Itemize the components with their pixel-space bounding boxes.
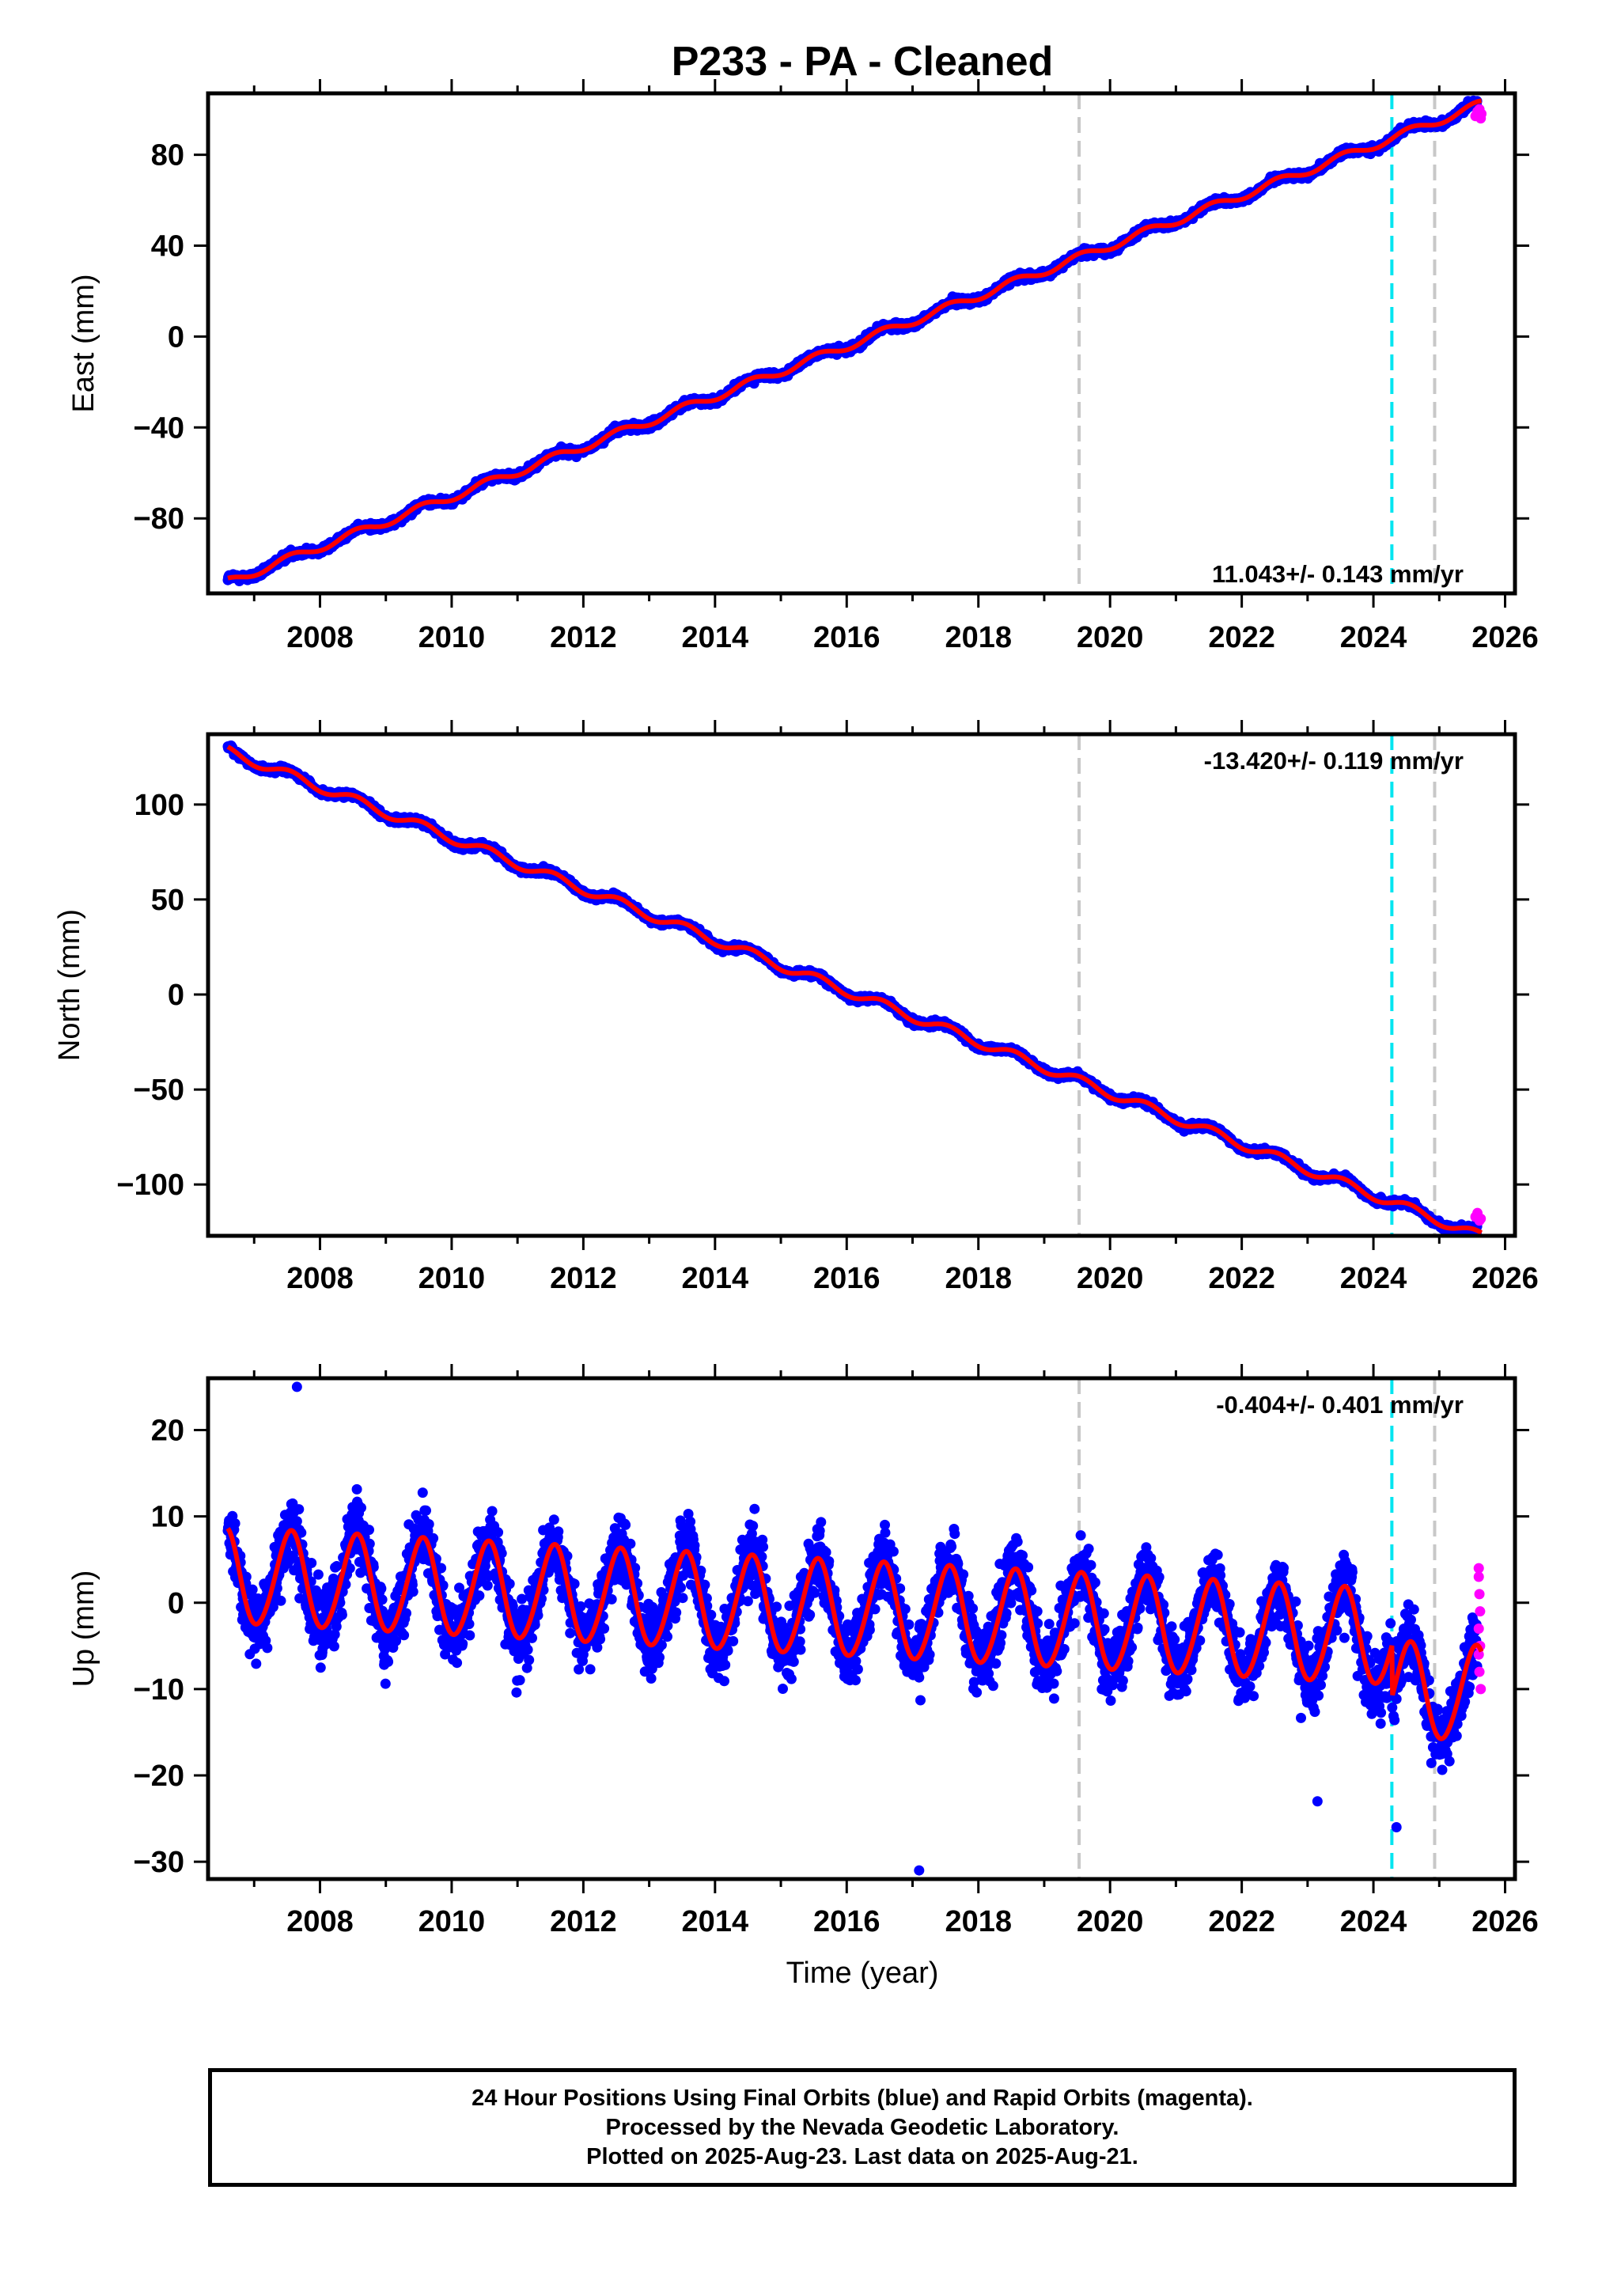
y-tick-label: 0	[168, 320, 184, 354]
x-tick-label: 2026	[1471, 621, 1539, 654]
y-tick-label: −80	[134, 502, 184, 536]
x-tick-label: 2010	[418, 621, 486, 654]
rapid-orbit-points	[1470, 104, 1487, 124]
plot-area	[222, 734, 1486, 1236]
x-tick-label: 2024	[1340, 621, 1407, 654]
y-tick-label: 40	[151, 229, 184, 263]
y-tick-label: 80	[151, 139, 184, 172]
x-tick-label: 2014	[682, 621, 749, 654]
y-axis-label: East (mm)	[67, 274, 100, 412]
x-tick-label: 2008	[286, 621, 354, 654]
rapid-orbit-point	[1476, 108, 1487, 119]
chart-title: P233 - PA - Cleaned	[672, 39, 1054, 85]
y-tick-label: −40	[134, 411, 184, 445]
x-tick-label: 2012	[550, 621, 617, 654]
x-tick-label: 2016	[813, 621, 881, 654]
panel-north: 2008 2010 2012 2014 2016 2018 2020 2022 2024 2026…	[53, 720, 1539, 1295]
rate-label: 11.043+/- 0.143 mm/yr	[1212, 560, 1464, 588]
x-tick-label: 2020	[1077, 621, 1144, 654]
panel-frame	[206, 91, 1517, 596]
panel-east: 2008 2010 2012 2014 2016 2018 2020 2022 2024 2026…	[67, 79, 1539, 654]
plot-area	[222, 93, 1487, 593]
model-fit-line	[227, 98, 1482, 581]
panels: 2008 2010 2012 2014 2016 2018 2020 2022 2024 2026…	[53, 79, 1539, 1938]
x-tick-label: 2022	[1208, 621, 1275, 654]
x-tick-label: 2018	[945, 621, 1012, 654]
